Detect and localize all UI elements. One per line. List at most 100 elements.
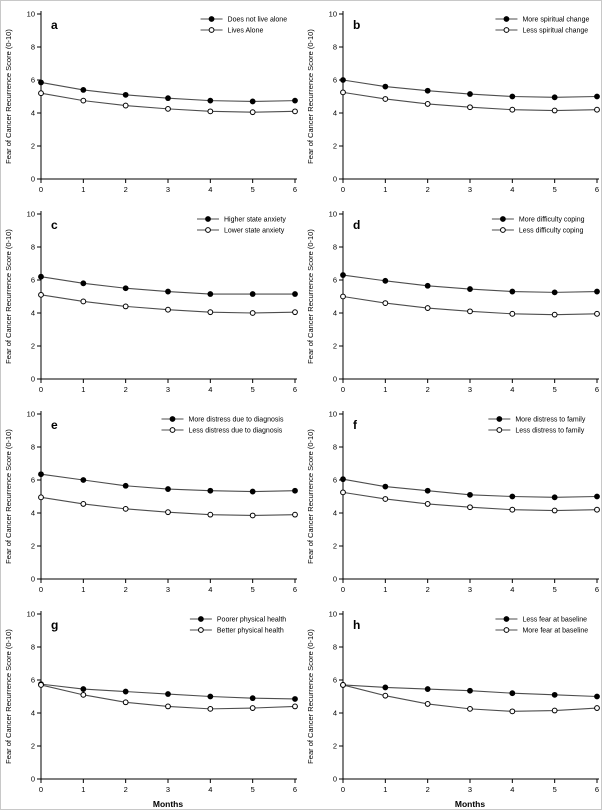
open-circle-marker (207, 309, 214, 316)
filled-circle-marker (165, 95, 171, 102)
y-tick-label: 6 (333, 676, 337, 685)
filled-circle-marker (249, 291, 256, 297)
y-tick-label: 2 (31, 742, 35, 751)
open-circle-marker (594, 705, 600, 711)
y-tick-label: 2 (31, 542, 35, 551)
open-circle-marker (467, 104, 473, 111)
x-tick-label: 4 (510, 785, 514, 794)
filled-circle-marker (122, 285, 129, 292)
filled-circle-marker (382, 684, 389, 691)
y-tick-label: 10 (329, 210, 337, 219)
x-tick-label: 2 (426, 585, 430, 594)
filled-circle-marker (424, 87, 431, 94)
legend-open-circle-marker (496, 427, 503, 433)
y-tick-label: 4 (31, 709, 35, 718)
legend-label: Lower state anxiety (224, 228, 285, 235)
y-tick-label: 8 (31, 43, 35, 52)
y-tick-label: 8 (333, 443, 337, 452)
legend-label: More fear at baseline (522, 628, 588, 635)
y-tick-label: 8 (333, 643, 337, 652)
x-tick-label: 6 (595, 185, 599, 194)
open-circle-marker (509, 708, 516, 715)
open-circle-marker (551, 507, 558, 514)
legend-label: More distress due to diagnosis (189, 417, 284, 424)
filled-circle-marker (207, 291, 214, 297)
x-tick-label: 6 (293, 185, 297, 194)
filled-circle-marker (509, 690, 516, 697)
x-tick-label: 0 (39, 585, 43, 594)
x-tick-label: 6 (293, 385, 297, 394)
legend-filled-circle-marker (500, 216, 506, 222)
x-tick-label: 3 (166, 585, 170, 594)
y-tick-label: 10 (27, 410, 35, 419)
open-circle-marker (467, 705, 473, 712)
open-circle-marker (165, 105, 171, 112)
filled-circle-marker (38, 79, 44, 86)
open-circle-marker (165, 703, 171, 710)
y-tick-label: 10 (329, 610, 337, 619)
open-circle-marker (207, 108, 214, 115)
y-tick-label: 4 (31, 509, 35, 518)
filled-circle-marker (467, 91, 473, 97)
y-tick-label: 6 (333, 76, 337, 85)
legend-label: More spiritual change (522, 17, 589, 24)
chart-panel-d: 0 2 4 6 8 10 0 1 2 3 4 5 6 Fear of Cancer Recurrence … (303, 201, 601, 401)
open-circle-marker (207, 511, 214, 518)
y-tick-label: 0 (31, 375, 35, 384)
y-tick-label: 6 (31, 676, 35, 685)
x-tick-label: 3 (166, 385, 170, 394)
y-axis-label: Fear of Cancer Recurrence Score (0-10) (306, 29, 315, 164)
legend-open-circle-marker (500, 227, 506, 233)
filled-circle-marker (467, 286, 473, 292)
filled-circle-marker (382, 277, 389, 284)
open-circle-marker (207, 705, 214, 712)
open-circle-marker (509, 310, 516, 317)
y-tick-label: 0 (333, 175, 337, 184)
x-tick-label: 3 (166, 785, 170, 794)
x-tick-label: 2 (124, 185, 128, 194)
x-tick-label: 4 (208, 185, 212, 194)
y-tick-label: 2 (333, 342, 337, 351)
filled-circle-marker (340, 77, 346, 83)
open-circle-marker (340, 89, 346, 96)
open-circle-marker (80, 97, 87, 104)
x-tick-label: 1 (81, 785, 85, 794)
chart-svg-g: 0 2 4 6 8 10 0 1 2 3 4 5 6 Fear of Cancer Recurrence … (4, 610, 298, 809)
x-tick-label: 6 (293, 585, 297, 594)
panel-letter: e (51, 418, 58, 432)
filled-circle-marker (382, 83, 389, 90)
x-tick-label: 3 (166, 185, 170, 194)
legend-filled-circle-marker (503, 16, 510, 22)
legend-open-circle-marker (169, 427, 176, 433)
x-tick-label: 3 (468, 385, 472, 394)
y-tick-label: 2 (333, 742, 337, 751)
filled-circle-marker (551, 691, 558, 698)
filled-circle-marker (424, 487, 431, 494)
y-axis-label: Fear of Cancer Recurrence Score (0-10) (306, 629, 315, 764)
open-circle-marker (551, 311, 558, 318)
open-circle-marker (382, 496, 389, 502)
x-tick-label: 0 (341, 385, 345, 394)
open-circle-marker (249, 705, 256, 711)
x-tick-label: 1 (383, 385, 387, 394)
panel-letter: h (353, 618, 360, 632)
legend-filled-circle-marker (198, 616, 204, 622)
y-tick-label: 10 (27, 10, 35, 19)
y-tick-label: 2 (31, 342, 35, 351)
filled-circle-marker (509, 493, 516, 500)
x-tick-label: 5 (553, 785, 557, 794)
filled-circle-marker (249, 98, 256, 105)
filled-circle-marker (509, 93, 516, 100)
y-tick-label: 2 (31, 142, 35, 151)
x-tick-label: 2 (426, 385, 430, 394)
x-tick-label: 0 (341, 585, 345, 594)
filled-circle-marker (594, 693, 600, 700)
open-circle-marker (594, 310, 600, 317)
legend-label: More distress to family (515, 417, 586, 424)
filled-circle-marker (594, 93, 600, 100)
x-tick-label: 6 (595, 385, 599, 394)
legend-filled-circle-marker (208, 16, 215, 22)
chart-svg-d: 0 2 4 6 8 10 0 1 2 3 4 5 6 Fear of Cancer Recurrence … (306, 210, 600, 394)
filled-circle-marker (509, 288, 516, 295)
legend-label: Less difficulty coping (519, 228, 584, 235)
